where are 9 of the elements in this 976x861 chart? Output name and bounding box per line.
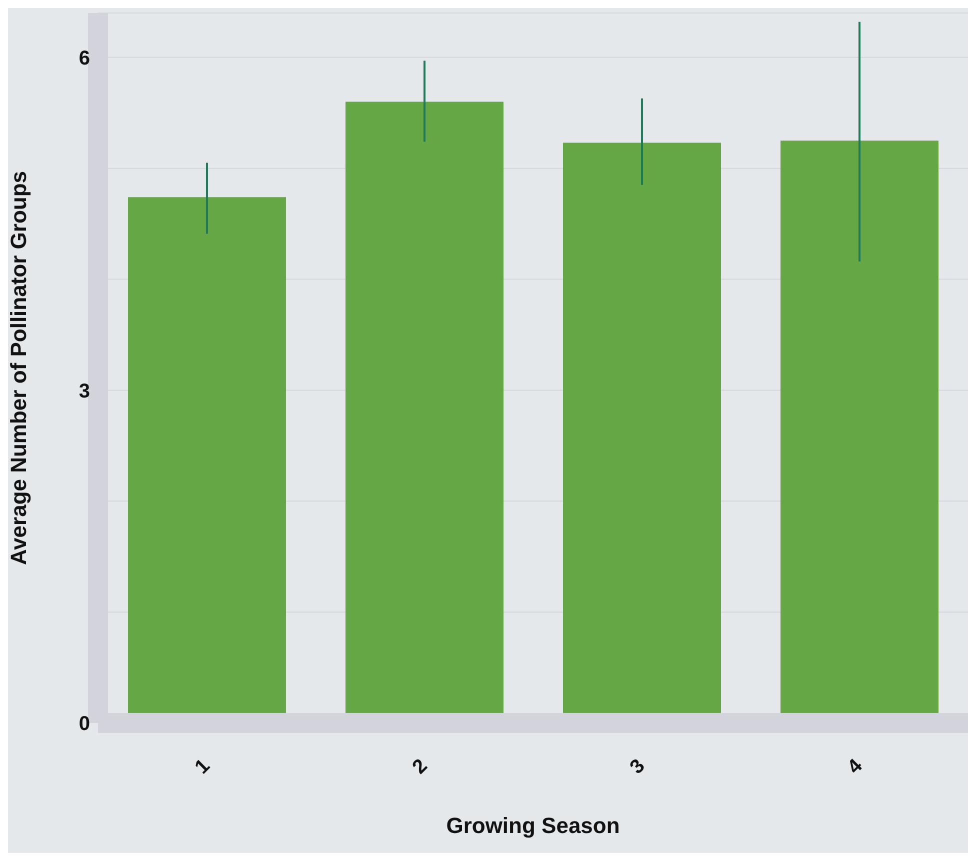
y-tick-label: 6 xyxy=(78,47,90,70)
x-axis-title: Growing Season xyxy=(446,813,620,838)
x-tick-label: 1 xyxy=(190,755,214,778)
y-tick-label: 3 xyxy=(78,380,90,402)
x-tick-label: 2 xyxy=(408,755,432,778)
y-axis-title: Average Number of Pollinator Groups xyxy=(6,170,31,566)
x-tick-label: 3 xyxy=(626,755,650,778)
x-tick-label: 4 xyxy=(843,754,868,778)
y-tick-label: 0 xyxy=(78,713,90,736)
